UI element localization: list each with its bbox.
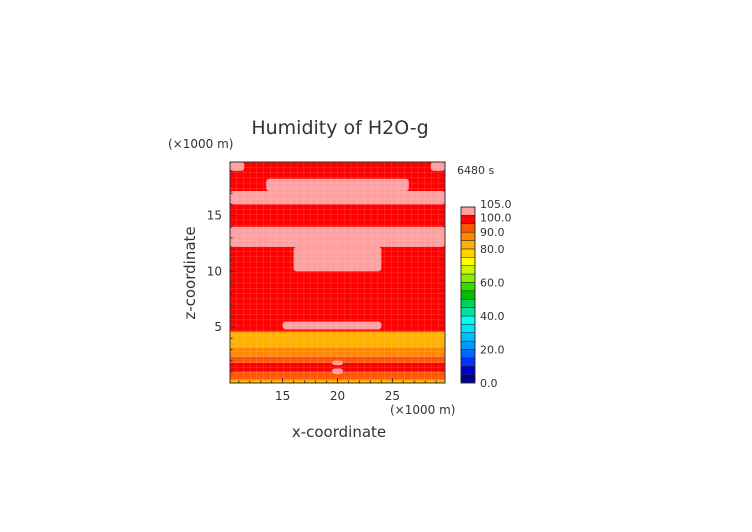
y-axis-ticks: 5 10 15 — [207, 170, 235, 373]
colorbar-swatch-5 — [460, 332, 476, 342]
colorbar-label: 80.0 — [480, 243, 505, 256]
colorbar-swatch-17 — [460, 231, 476, 241]
colorbar-label: 90.0 — [480, 226, 505, 239]
saturated-region-0 — [230, 191, 445, 205]
colorbar-swatch-15 — [460, 248, 476, 258]
colorbar-label: 105.0 — [480, 198, 512, 211]
colorbar-label: 60.0 — [480, 276, 505, 289]
colorbar-label: 100.0 — [480, 211, 512, 224]
colorbar-swatch-20 — [460, 206, 476, 216]
x-axis-label: x-coordinate — [292, 423, 386, 441]
colorbar-swatch-14 — [460, 257, 476, 266]
saturated-region-7 — [332, 360, 343, 366]
saturated-region-5 — [230, 162, 245, 171]
saturated-region-8 — [332, 368, 343, 375]
saturated-region-6 — [430, 162, 445, 171]
field-band-3 — [230, 356, 445, 363]
field-area — [230, 162, 445, 383]
colorbar-swatch-2 — [460, 357, 476, 367]
saturated-region-4 — [282, 321, 382, 330]
time-label: 6480 s — [457, 164, 494, 177]
colorbar-swatch-9 — [460, 298, 476, 308]
x-axis-ticks: 15 20 25 — [238, 378, 437, 403]
chart-title: Humidity of H2O-g — [251, 117, 428, 139]
colorbar-swatch-3 — [460, 349, 476, 359]
y-tick-label: 5 — [214, 320, 222, 334]
colorbar-swatch-13 — [460, 265, 476, 275]
colorbar-label: 20.0 — [480, 343, 505, 356]
colorbar-swatch-11 — [460, 282, 476, 292]
colorbar-frame — [460, 206, 476, 384]
colorbar-swatch-18 — [460, 223, 476, 233]
colorbar-swatch-8 — [460, 307, 476, 317]
y-tick-label: 10 — [207, 264, 222, 278]
saturated-region-2 — [230, 226, 445, 247]
colorbar-swatch-6 — [460, 324, 476, 333]
colorbar-swatch-1 — [460, 365, 476, 375]
colorbar-swatch-19 — [460, 215, 476, 225]
field-band-5 — [230, 331, 445, 348]
colorbar-swatch-4 — [460, 340, 476, 350]
x-unit-label: (×1000 m) — [390, 403, 455, 417]
colorbar-swatch-0 — [460, 374, 476, 384]
colorbar-swatch-7 — [460, 315, 476, 325]
colorbar-label: 0.0 — [480, 377, 498, 390]
colorbar-swatch-16 — [460, 240, 476, 250]
field-band-1 — [230, 371, 445, 380]
colorbar-swatch-10 — [460, 290, 476, 300]
x-tick-label: 25 — [385, 389, 400, 403]
saturated-region-1 — [266, 178, 409, 192]
y-unit-label: (×1000 m) — [168, 137, 233, 151]
y-axis-label: z-coordinate — [181, 226, 199, 319]
field-band-4 — [230, 347, 445, 357]
grid-lines — [230, 162, 445, 383]
y-tick-label: 15 — [207, 209, 222, 223]
x-tick-label: 15 — [275, 389, 290, 403]
colorbar-label: 40.0 — [480, 310, 505, 323]
colorbar-swatch-12 — [460, 273, 476, 283]
saturated-region-3 — [293, 246, 382, 272]
field-band-2 — [230, 362, 445, 372]
x-tick-label: 20 — [330, 389, 345, 403]
